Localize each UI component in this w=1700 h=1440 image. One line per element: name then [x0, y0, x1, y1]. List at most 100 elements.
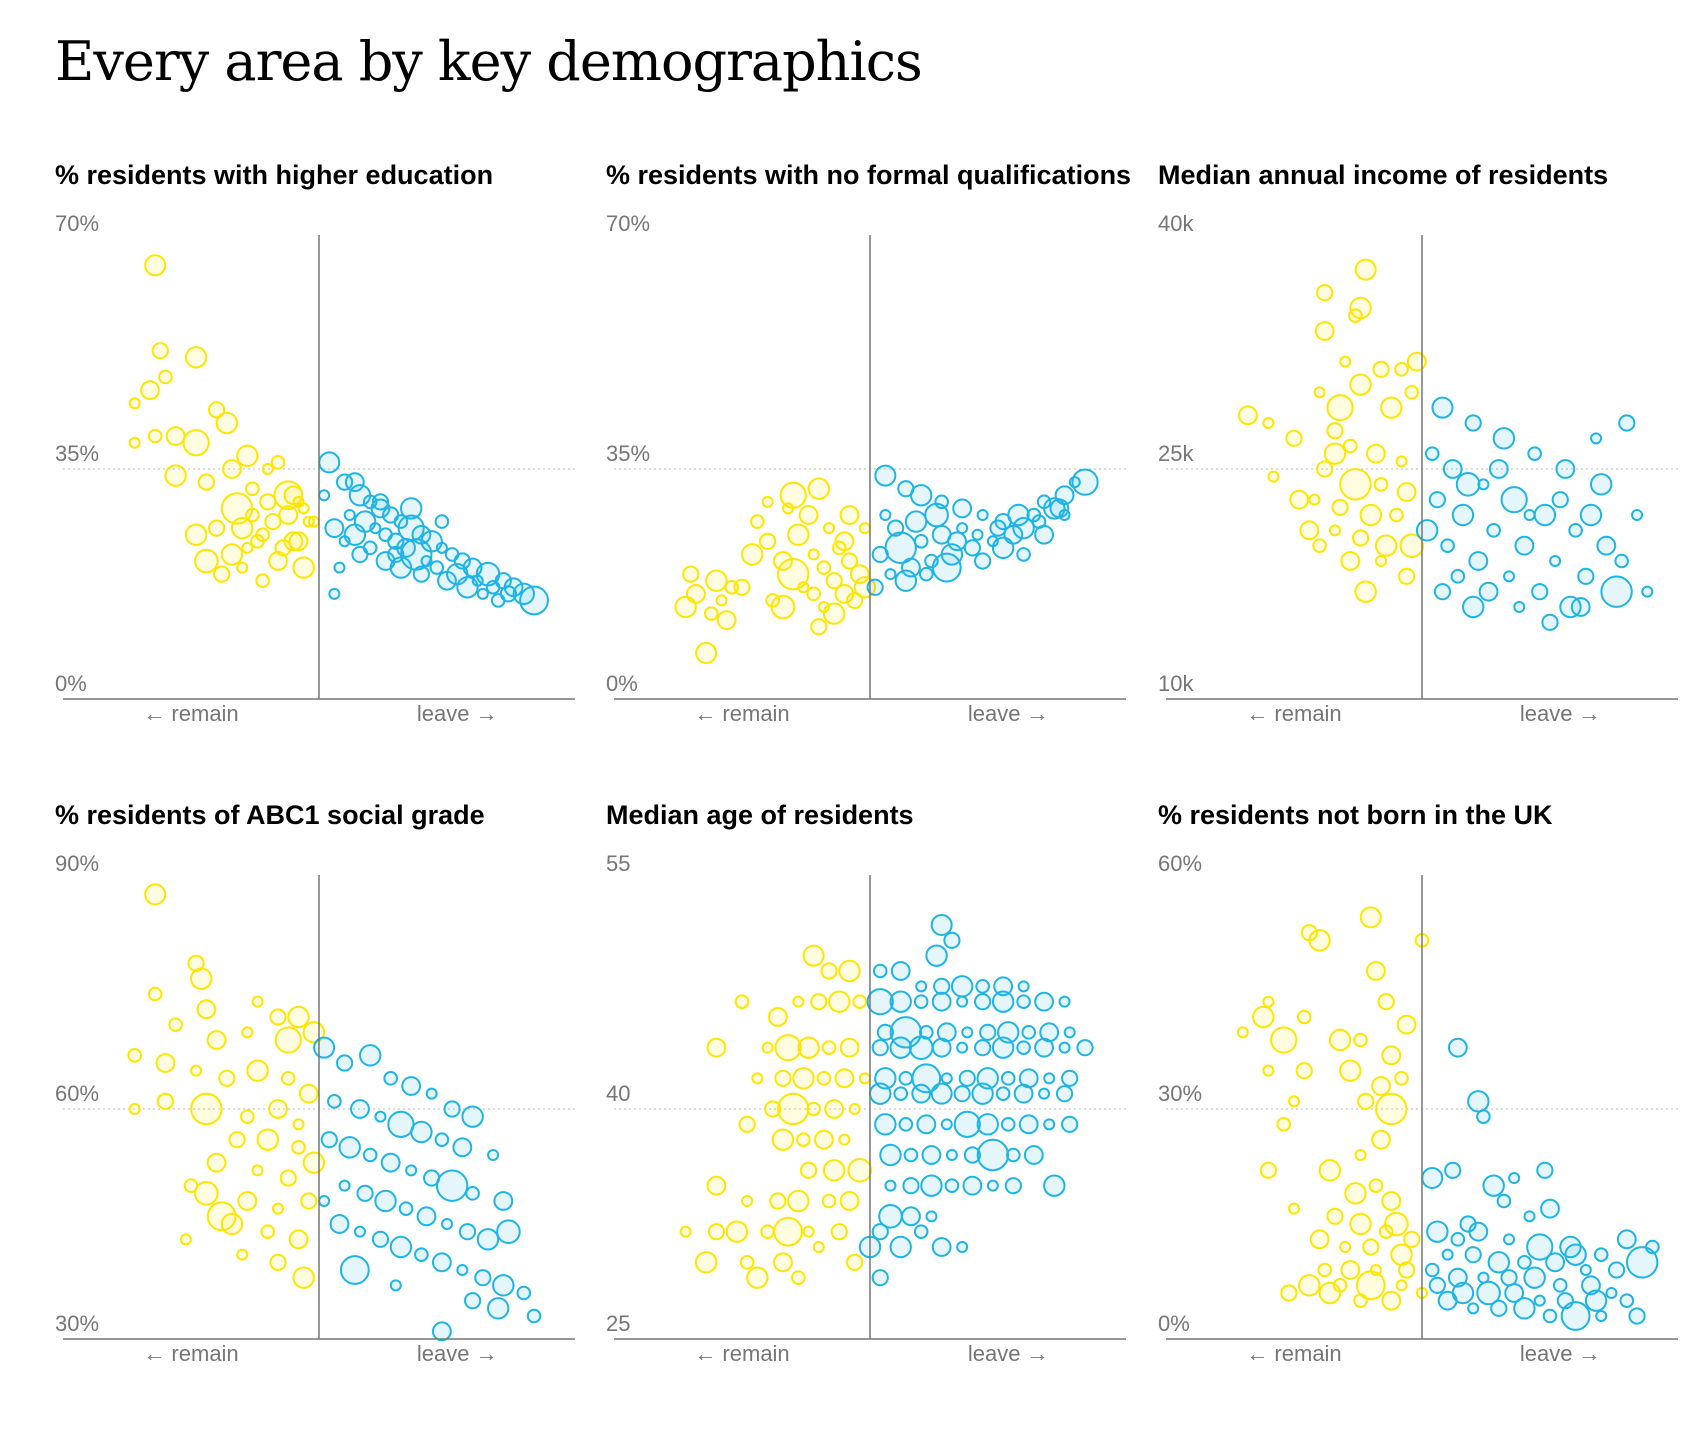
remain-point	[807, 548, 820, 561]
leave-point	[1017, 980, 1030, 993]
leave-point	[952, 498, 973, 519]
leave-point	[1023, 1145, 1044, 1165]
leave-point	[1533, 503, 1557, 527]
leave-point	[869, 1082, 892, 1105]
leave-point	[944, 1178, 960, 1193]
chart-panel-income: Median annual income of residents 10k 25k…	[1158, 160, 1698, 760]
leave-point	[961, 1026, 974, 1039]
leave-point	[1426, 1220, 1449, 1243]
leave-direction-label: leave →	[1520, 701, 1601, 726]
leave-point	[434, 1132, 450, 1147]
leave-point	[1531, 583, 1549, 601]
leave-point	[1545, 1252, 1566, 1273]
remain-point	[821, 1040, 837, 1055]
leave-point	[1568, 523, 1583, 538]
remain-point	[695, 642, 718, 664]
leave-point	[953, 1110, 981, 1138]
remain-point	[228, 1131, 246, 1149]
leave-point	[974, 552, 992, 570]
leave-point	[1431, 396, 1454, 419]
leave-point	[1645, 1239, 1660, 1255]
chart-title: % residents with higher education	[55, 160, 494, 190]
leave-point	[1468, 1221, 1489, 1242]
leave-point	[443, 1100, 461, 1118]
remain-point	[715, 594, 728, 607]
leave-point	[1590, 432, 1603, 445]
scatter-chart: 30% 60% 90% ← remain leave →	[55, 851, 575, 1366]
leave-point	[313, 1036, 336, 1059]
leave-point	[993, 976, 1014, 997]
remain-point	[251, 1164, 264, 1177]
leave-point	[976, 509, 989, 521]
leave-point	[1523, 1266, 1546, 1289]
leave-point	[1442, 459, 1463, 479]
remain-point	[147, 986, 163, 1002]
leave-point	[492, 1274, 515, 1297]
remain-point	[821, 1193, 837, 1209]
leave-point	[1590, 473, 1613, 496]
remain-point	[291, 1140, 306, 1155]
leave-point	[336, 1054, 354, 1072]
leave-point	[1476, 1280, 1501, 1306]
remain-point	[1328, 524, 1341, 537]
remain-point	[1354, 580, 1377, 603]
remain-point	[220, 543, 244, 566]
leave-point	[1607, 1261, 1626, 1279]
leave-point	[902, 1177, 920, 1195]
leave-point	[416, 1206, 437, 1227]
remain-point	[1262, 995, 1275, 1008]
leave-point	[1577, 567, 1595, 585]
remain-point	[773, 1216, 803, 1247]
remain-point	[791, 1270, 806, 1285]
leave-point	[512, 582, 535, 606]
leave-point	[1000, 1071, 1016, 1086]
remain-point	[197, 473, 215, 491]
y-tick-label: 90%	[55, 851, 99, 876]
leave-point	[465, 1186, 480, 1201]
leave-point	[1013, 1083, 1034, 1104]
remain-point	[1314, 321, 1335, 341]
remain-point	[1312, 538, 1327, 553]
leave-point	[344, 472, 365, 493]
remain-point	[1262, 1064, 1275, 1077]
remain-direction-label: ← remain	[694, 701, 789, 726]
remain-point	[1326, 1207, 1344, 1225]
leave-point	[1500, 486, 1528, 514]
leave-point	[1570, 597, 1591, 617]
leave-point	[971, 1082, 994, 1105]
leave-point	[318, 489, 331, 502]
remain-point	[255, 573, 270, 589]
remain-point	[1343, 438, 1358, 454]
remain-point	[1366, 961, 1386, 981]
leave-point	[898, 1071, 914, 1086]
leave-point	[919, 566, 934, 582]
leave-point	[1016, 547, 1031, 562]
remain-point	[1381, 1290, 1402, 1311]
remain-point	[705, 569, 728, 592]
remain-point	[274, 1026, 302, 1054]
leave-point	[930, 914, 953, 936]
leave-point	[976, 1113, 999, 1136]
remain-point	[773, 1252, 793, 1273]
leave-point	[374, 1189, 397, 1213]
remain-point	[797, 581, 810, 594]
leave-point	[425, 1087, 438, 1100]
leave-point	[1523, 1210, 1536, 1223]
leave-point	[1018, 1114, 1039, 1135]
remain-point	[1328, 1028, 1352, 1052]
remain-point	[213, 565, 231, 583]
leave-point	[1559, 595, 1582, 619]
leave-point	[874, 1113, 897, 1136]
leave-point	[991, 990, 1015, 1013]
remain-point	[168, 1017, 183, 1032]
leave-point	[1467, 1302, 1480, 1315]
remain-point	[196, 999, 217, 1020]
leave-point	[1584, 1289, 1608, 1312]
remain-direction-label: ← remain	[143, 701, 238, 726]
remain-direction-label: ← remain	[694, 1341, 789, 1366]
chart-title: Median age of residents	[606, 800, 914, 830]
remain-point	[741, 543, 764, 566]
remain-point	[183, 1178, 199, 1193]
remain-point	[792, 1067, 815, 1090]
remain-point	[268, 551, 288, 571]
